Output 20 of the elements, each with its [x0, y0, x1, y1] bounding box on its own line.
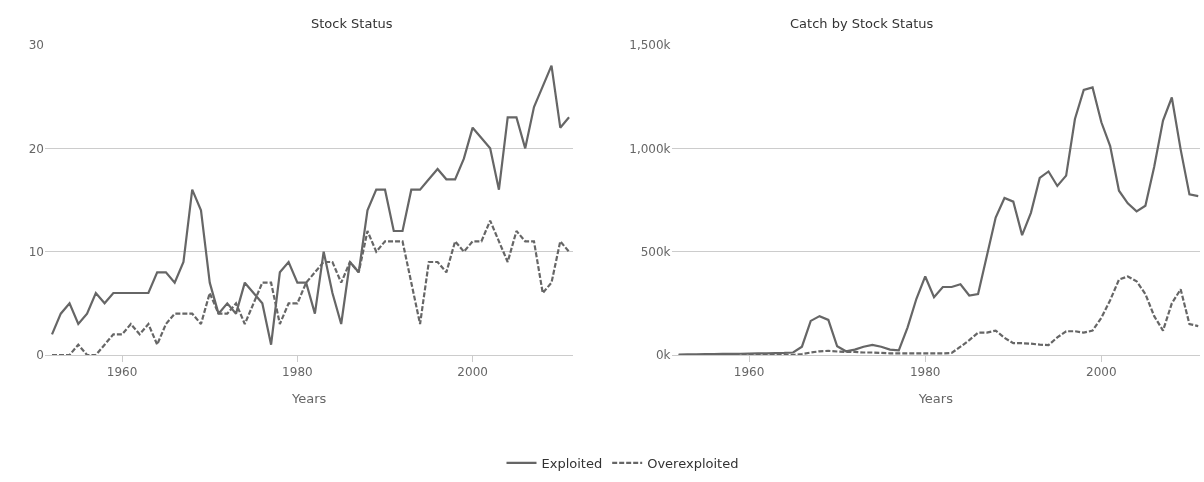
legend-label: Overexploited [647, 456, 739, 472]
y-tick-label: 0 [36, 348, 44, 363]
x-tick-label: 1960 [733, 365, 765, 380]
x-tick-label: 1980 [909, 365, 941, 380]
y-tick-label: 20 [28, 141, 44, 156]
y-tick-label: 0k [655, 348, 671, 363]
y-tick-label: 1,500k [629, 38, 671, 53]
chart-title: Stock Status [311, 16, 393, 31]
y-tick-label: 500k [640, 244, 671, 259]
y-tick-label: 1,000k [629, 141, 671, 156]
x-tick-label: 1960 [106, 365, 138, 380]
y-tick-label: 30 [28, 38, 44, 53]
x-axis-title: Years [291, 391, 327, 406]
y-tick-label: 10 [28, 244, 44, 259]
x-axis-title: Years [917, 391, 954, 406]
x-tick-label: 2000 [1086, 365, 1117, 380]
legend-label: Exploited [541, 456, 603, 472]
x-tick-label: 1980 [282, 365, 313, 380]
x-tick-label: 2000 [457, 365, 488, 380]
chart-title: Catch by Stock Status [790, 16, 934, 31]
